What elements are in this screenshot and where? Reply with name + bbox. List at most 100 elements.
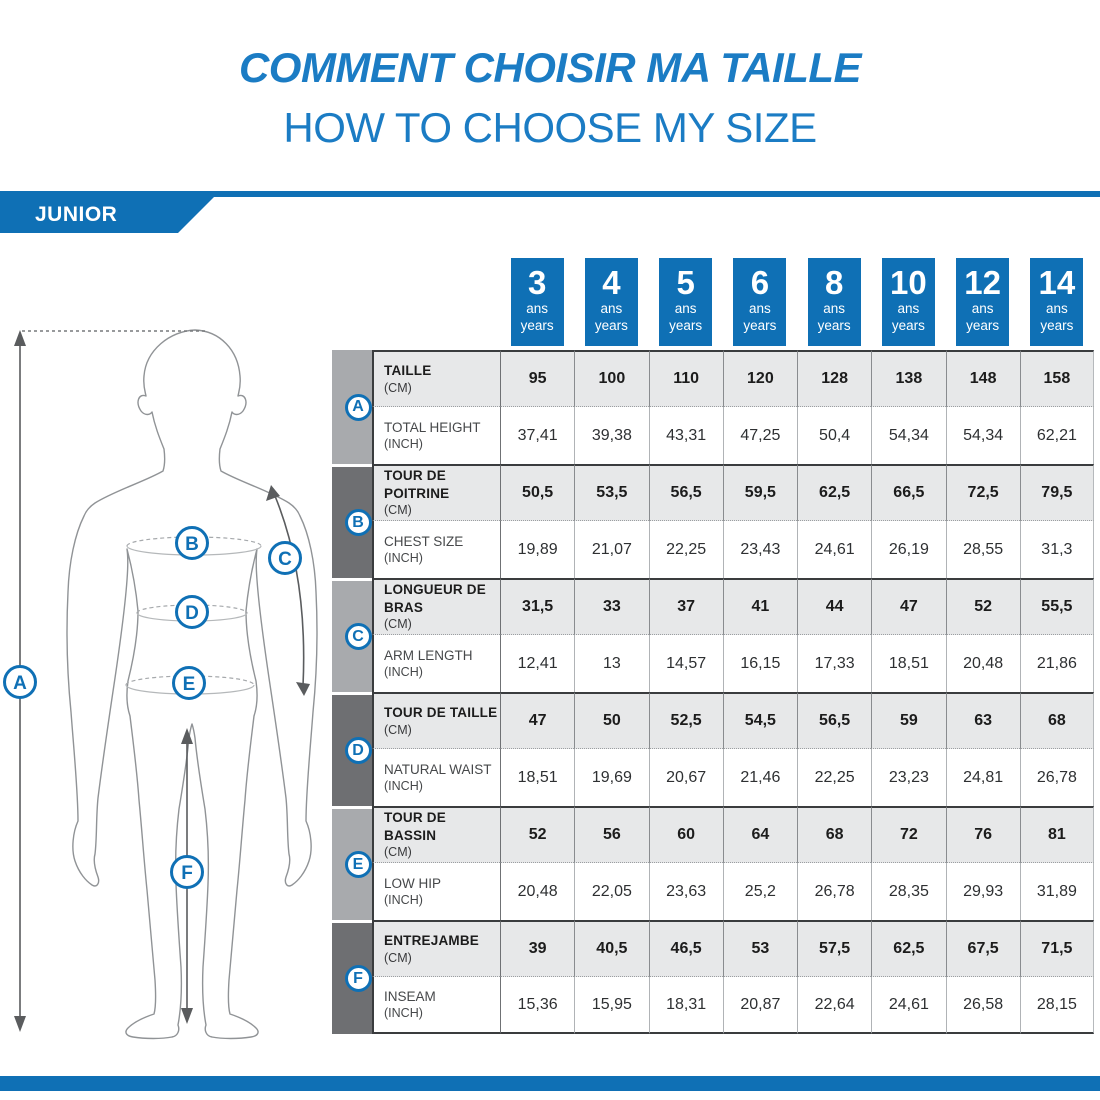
label-en-text: CHEST SIZE [384, 533, 464, 549]
inch-value-cell: 26,58 [945, 977, 1020, 1034]
age-years-label: years [520, 318, 554, 334]
cm-value-cell: 53 [722, 920, 797, 977]
cm-value-cell: 60 [648, 806, 723, 863]
letter-badge: F [344, 965, 372, 992]
inch-value-cell: 28,35 [871, 863, 946, 920]
inch-value-cell: 28,15 [1019, 977, 1094, 1034]
cm-value-cell: 110 [648, 350, 723, 407]
diagram-label-F: F [170, 855, 204, 889]
label-en-unit: (INCH) [384, 437, 423, 452]
cm-value-cell: 148 [945, 350, 1020, 407]
cm-value-cell: 63 [945, 692, 1020, 749]
inseam-arrow-top [181, 728, 193, 744]
label-en-unit: (INCH) [384, 1006, 423, 1021]
letter-badge: B [344, 509, 372, 536]
svg-text:A: A [13, 673, 27, 694]
age-years-label: years [743, 318, 777, 334]
inch-value-cell: 20,87 [722, 977, 797, 1034]
cm-value-cell: 52 [500, 806, 575, 863]
cm-value-cell: 56,5 [648, 464, 723, 521]
svg-text:C: C [278, 549, 292, 570]
age-badge: 4 ans years [584, 258, 638, 346]
age-badge: 6 ans years [733, 258, 787, 346]
category-label: JUNIOR [35, 202, 118, 226]
measurement-label-en: CHEST SIZE (INCH) [372, 521, 500, 578]
age-number: 3 [527, 264, 547, 301]
inch-value-cell: 21,07 [574, 521, 649, 578]
inch-value-cell: 23,63 [648, 863, 723, 920]
arm-arrow-line [274, 495, 305, 687]
cm-value-cell: 41 [722, 578, 797, 635]
label-fr-unit: (CM) [384, 617, 412, 632]
age-number: 12 [964, 264, 1001, 301]
label-fr-unit: (CM) [384, 722, 412, 737]
age-ans-label: ans [971, 301, 994, 317]
inch-value-cell: 13 [574, 635, 649, 692]
label-fr-text: LONGUEUR DE BRAS [384, 582, 486, 615]
label-fr-text: ENTREJAMBE [384, 933, 480, 949]
inch-value-cell: 24,81 [945, 749, 1020, 806]
age-badge: 12 ans years [956, 258, 1010, 346]
arm-arrow-bottom [296, 682, 310, 696]
inch-value-cell: 47,25 [722, 407, 797, 464]
inch-value-cell: 22,25 [648, 521, 723, 578]
page-title-french: COMMENT CHOISIR MA TAILLE [238, 44, 862, 91]
letter-badge: D [344, 737, 372, 764]
letter-strip: B [332, 464, 372, 578]
cm-value-cell: 46,5 [648, 920, 723, 977]
inch-value-cell: 12,41 [500, 635, 575, 692]
measurement-row-group-B: B TOUR DE POITRINE (CM) 50,5 53,5 56,5 59,5… [332, 464, 1094, 578]
inch-value-cell: 20,48 [500, 863, 575, 920]
letter-badge-text: F [353, 969, 363, 987]
measurement-label-fr: TOUR DE TAILLE (CM) [372, 692, 500, 749]
age-years-label: years [669, 318, 703, 334]
cm-value-cell: 50 [574, 692, 649, 749]
age-badge: 14 ans years [1030, 258, 1084, 346]
diagram-label-C: C [268, 541, 302, 575]
child-silhouette [66, 329, 318, 1040]
label-fr-text: TOUR DE TAILLE [384, 705, 498, 721]
cm-value-cell: 128 [797, 350, 872, 407]
inch-value-cell: 14,57 [648, 635, 723, 692]
label-en-unit: (INCH) [384, 893, 423, 908]
measurement-label-fr: TOUR DE BASSIN (CM) [372, 806, 500, 863]
letter-strip: A [332, 350, 372, 464]
cm-value-cell: 59 [871, 692, 946, 749]
cm-value-cell: 95 [500, 350, 575, 407]
height-arrow-bottom [14, 1016, 26, 1032]
age-years-label: years [891, 318, 925, 334]
measurement-label-fr: LONGUEUR DE BRAS (CM) [372, 578, 500, 635]
age-column-header: 4 ans years [574, 258, 648, 346]
cm-value-cell: 59,5 [722, 464, 797, 521]
age-ans-label: ans [897, 301, 920, 317]
inch-value-cell: 22,05 [574, 863, 649, 920]
age-ans-label: ans [674, 301, 697, 317]
age-badge: 5 ans years [659, 258, 713, 346]
letter-strip: C [332, 578, 372, 692]
inch-value-cell: 43,31 [648, 407, 723, 464]
measurement-label-fr: TAILLE (CM) [372, 350, 500, 407]
inch-value-cell: 26,78 [1019, 749, 1094, 806]
inch-value-cell: 21,46 [722, 749, 797, 806]
measurement-row-group-C: C LONGUEUR DE BRAS (CM) 31,5 33 37 41 44 47 52… [332, 578, 1094, 692]
cm-value-cell: 56,5 [797, 692, 872, 749]
inch-value-cell: 22,64 [797, 977, 872, 1034]
label-en-text: ARM LENGTH [384, 647, 473, 663]
label-fr-unit: (CM) [384, 380, 412, 395]
cm-value-cell: 120 [722, 350, 797, 407]
age-badge: 3 ans years [510, 258, 564, 346]
chest-ellipse-dashed [126, 536, 262, 547]
cm-value-cell: 55,5 [1019, 578, 1094, 635]
age-number: 10 [890, 264, 927, 301]
age-column-header: 5 ans years [649, 258, 723, 346]
footer-bar [0, 1076, 1100, 1091]
inch-value-cell: 17,33 [797, 635, 872, 692]
cm-value-cell: 52,5 [648, 692, 723, 749]
letter-badge-text: D [352, 741, 364, 759]
measurement-label-en: ARM LENGTH (INCH) [372, 635, 500, 692]
cm-value-cell: 39 [500, 920, 575, 977]
age-column-header: 10 ans years [871, 258, 945, 346]
measurement-label-fr: TOUR DE POITRINE (CM) [372, 464, 500, 521]
letter-badge-text: A [352, 398, 364, 415]
cm-value-cell: 62,5 [871, 920, 946, 977]
